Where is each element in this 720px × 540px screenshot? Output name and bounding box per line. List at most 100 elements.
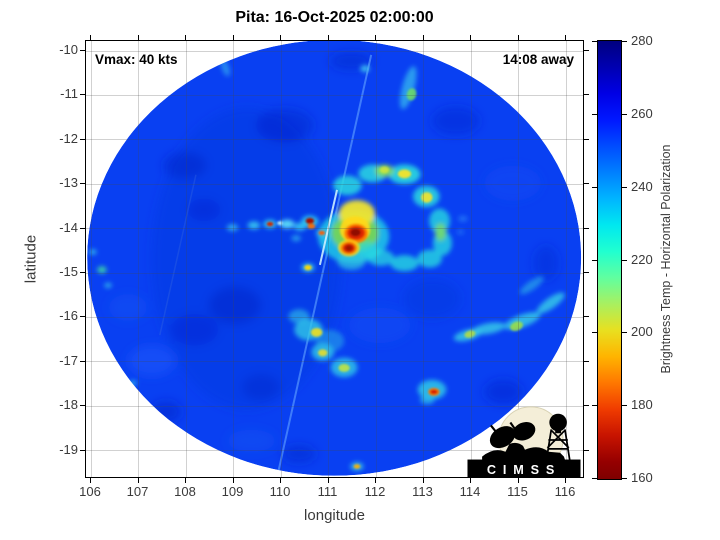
x-tick-mark — [517, 478, 519, 483]
colorbar-tick-label: 160 — [631, 470, 653, 485]
temp-shade-patch — [163, 152, 207, 179]
convection-halo — [104, 282, 112, 288]
y-tick-mark — [80, 183, 85, 185]
microwave-swath-image — [87, 41, 582, 476]
y-tick-mark — [584, 94, 589, 96]
temp-shade-patch — [403, 278, 461, 319]
temp-shade-patch — [242, 374, 280, 401]
cimss-logo: CIMSS — [467, 406, 581, 477]
colorbar — [597, 40, 622, 480]
convection-halo — [247, 221, 261, 230]
colorbar-tick-mark — [622, 332, 627, 334]
colorbar-tick-mark — [592, 259, 597, 261]
x-tick-label: 113 — [412, 484, 433, 499]
plot-title: Pita: 16-Oct-2025 02:00:00 — [235, 9, 434, 26]
convection-core — [510, 321, 523, 331]
convection-halo — [458, 215, 468, 222]
convection-halo — [220, 59, 231, 77]
colorbar-tick-mark — [622, 41, 627, 42]
convection-halo — [226, 224, 239, 232]
y-tick-mark — [584, 50, 589, 51]
convection-halo — [333, 175, 362, 196]
convection-halo — [536, 292, 565, 314]
x-tick-label: 110 — [269, 484, 291, 499]
x-tick-mark — [137, 35, 139, 40]
colorbar-tick-mark — [592, 113, 597, 115]
convection-halo — [315, 329, 345, 352]
y-tick-label: -12 — [59, 130, 78, 146]
temp-shade-patch — [170, 314, 219, 346]
convection-halo — [357, 241, 379, 258]
x-tick-mark — [375, 35, 376, 40]
swath-seam — [318, 189, 338, 266]
convection-halo — [280, 219, 295, 229]
colorbar-tick-mark — [592, 186, 597, 188]
temp-shade-patch — [128, 345, 176, 377]
x-tick-mark — [327, 478, 329, 483]
plot-area: CIMSS Vmax: 40 kts 14:08 away — [85, 40, 584, 478]
x-tick-mark — [280, 35, 281, 40]
x-tick-mark — [565, 478, 566, 483]
y-tick-mark — [80, 272, 85, 273]
convection-halo — [128, 380, 138, 386]
x-tick-mark — [185, 35, 186, 40]
colorbar-tick-mark — [622, 259, 627, 261]
convection-halo — [360, 65, 370, 73]
x-axis-label: longitude — [304, 507, 365, 524]
colorbar-tick-label: 180 — [631, 397, 653, 413]
y-tick-mark — [584, 360, 589, 362]
colorbar-tick-mark — [622, 113, 627, 115]
y-tick-label: -13 — [59, 175, 78, 191]
y-tick-mark — [80, 316, 85, 318]
temp-shade-patch — [533, 245, 559, 281]
convection-halo — [519, 276, 544, 295]
colorbar-tick-label: 280 — [631, 33, 653, 48]
colorbar-tick-label: 260 — [631, 105, 653, 121]
convection-core — [310, 327, 323, 337]
convection-core — [318, 230, 326, 236]
y-tick-mark — [80, 360, 85, 362]
vmax-annotation: Vmax: 40 kts — [95, 52, 178, 67]
y-tick-label: -19 — [59, 441, 78, 457]
colorbar-tick-label: 240 — [631, 178, 653, 194]
cimss-logo-silhouette — [467, 413, 581, 477]
temp-shade-patch — [348, 307, 411, 344]
y-tick-mark — [80, 50, 85, 51]
convection-core — [379, 166, 390, 174]
x-tick-mark — [470, 35, 471, 40]
x-tick-mark — [280, 478, 281, 483]
convection-core — [430, 389, 438, 395]
time-offset-annotation: 14:08 away — [502, 52, 574, 67]
convection-halo — [288, 309, 310, 324]
y-tick-label: -15 — [59, 264, 78, 279]
temp-shade-patch — [187, 198, 221, 221]
y-tick-mark — [80, 449, 85, 451]
colorbar-tick-mark — [622, 186, 627, 188]
temp-shade-patch — [227, 429, 276, 452]
temp-shade-patch — [432, 106, 480, 136]
swath-seam — [277, 54, 373, 473]
x-tick-mark — [90, 35, 91, 40]
cimss-logo-text: CIMSS — [487, 463, 561, 477]
water-tower-icon — [545, 429, 571, 461]
convection-core — [421, 192, 433, 203]
x-tick-label: 108 — [174, 484, 196, 499]
convection-core — [350, 228, 361, 237]
x-tick-mark — [90, 478, 91, 483]
convection-halo — [417, 249, 442, 268]
convection-halo — [456, 229, 465, 235]
temp-shade-patch — [208, 286, 261, 324]
convection-halo — [291, 235, 301, 242]
x-tick-mark — [517, 35, 519, 40]
colorbar-tick-mark — [592, 405, 597, 407]
y-tick-mark — [584, 138, 589, 140]
convection-halo — [97, 266, 107, 274]
swath-seam — [159, 174, 197, 336]
x-tick-label: 115 — [507, 484, 528, 499]
temp-shade-patch — [150, 401, 182, 423]
x-tick-mark — [185, 478, 186, 483]
y-tick-label: -17 — [59, 352, 78, 368]
temp-shade-patch — [109, 294, 147, 321]
x-tick-mark — [470, 478, 471, 483]
y-tick-mark — [80, 138, 85, 140]
